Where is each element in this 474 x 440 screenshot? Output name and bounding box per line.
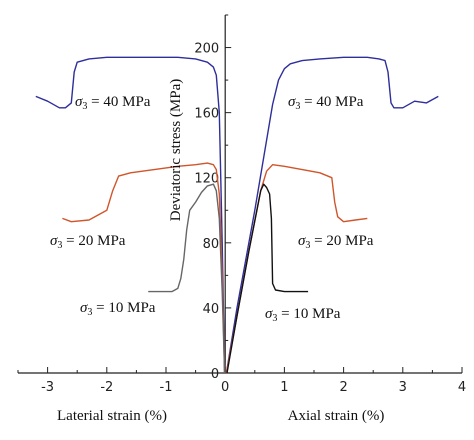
y-tick-label: 80: [203, 237, 220, 252]
x-tick-label: 0: [221, 380, 229, 395]
x-tick-label: 2: [339, 380, 347, 395]
y-tick-label: 200: [194, 42, 219, 57]
x-tick-label: 4: [458, 380, 466, 395]
y-tick-label: 0: [211, 367, 219, 382]
series-lines: [35, 56, 439, 374]
x-tick-label: -2: [100, 380, 113, 395]
x-tick-label: 1: [280, 380, 288, 395]
series-line-10-axial: [226, 183, 309, 374]
y-axis-label: Deviatoric stress (MPa): [168, 79, 184, 221]
series-line-10-lateral: [148, 183, 226, 374]
annotation-sigma3-10-lateral: σ3 = 10 MPa: [80, 300, 156, 318]
y-tick-label: 160: [194, 107, 219, 122]
annotation-sigma3-20-axial: σ3 = 20 MPa: [298, 233, 374, 251]
annotation-sigma3-40-axial: σ3 = 40 MPa: [288, 94, 364, 112]
annotation-sigma3-40-lateral: σ3 = 40 MPa: [75, 94, 151, 112]
series-line-40-lateral: [35, 56, 226, 374]
y-tick-label: 120: [194, 172, 219, 187]
x-tick-label: -1: [160, 380, 173, 395]
annotation-sigma3-10-axial: σ3 = 10 MPa: [265, 306, 341, 324]
series-line-40-axial: [225, 56, 439, 374]
x-axis-label-lateral: Laterial strain (%): [57, 408, 167, 424]
y-tick-label: 40: [203, 302, 220, 317]
curve-annotations: σ3 = 40 MPa σ3 = 40 MPa σ3 = 20 MPa σ3 = 20…: [50, 94, 374, 324]
series-line-20-axial: [225, 163, 368, 374]
x-tick-label: -3: [41, 380, 54, 395]
series-line-20-lateral: [62, 162, 226, 374]
annotation-sigma3-20-lateral: σ3 = 20 MPa: [50, 233, 126, 251]
x-axis-label-axial: Axial strain (%): [288, 408, 385, 424]
x-tick-label: 3: [399, 380, 407, 395]
